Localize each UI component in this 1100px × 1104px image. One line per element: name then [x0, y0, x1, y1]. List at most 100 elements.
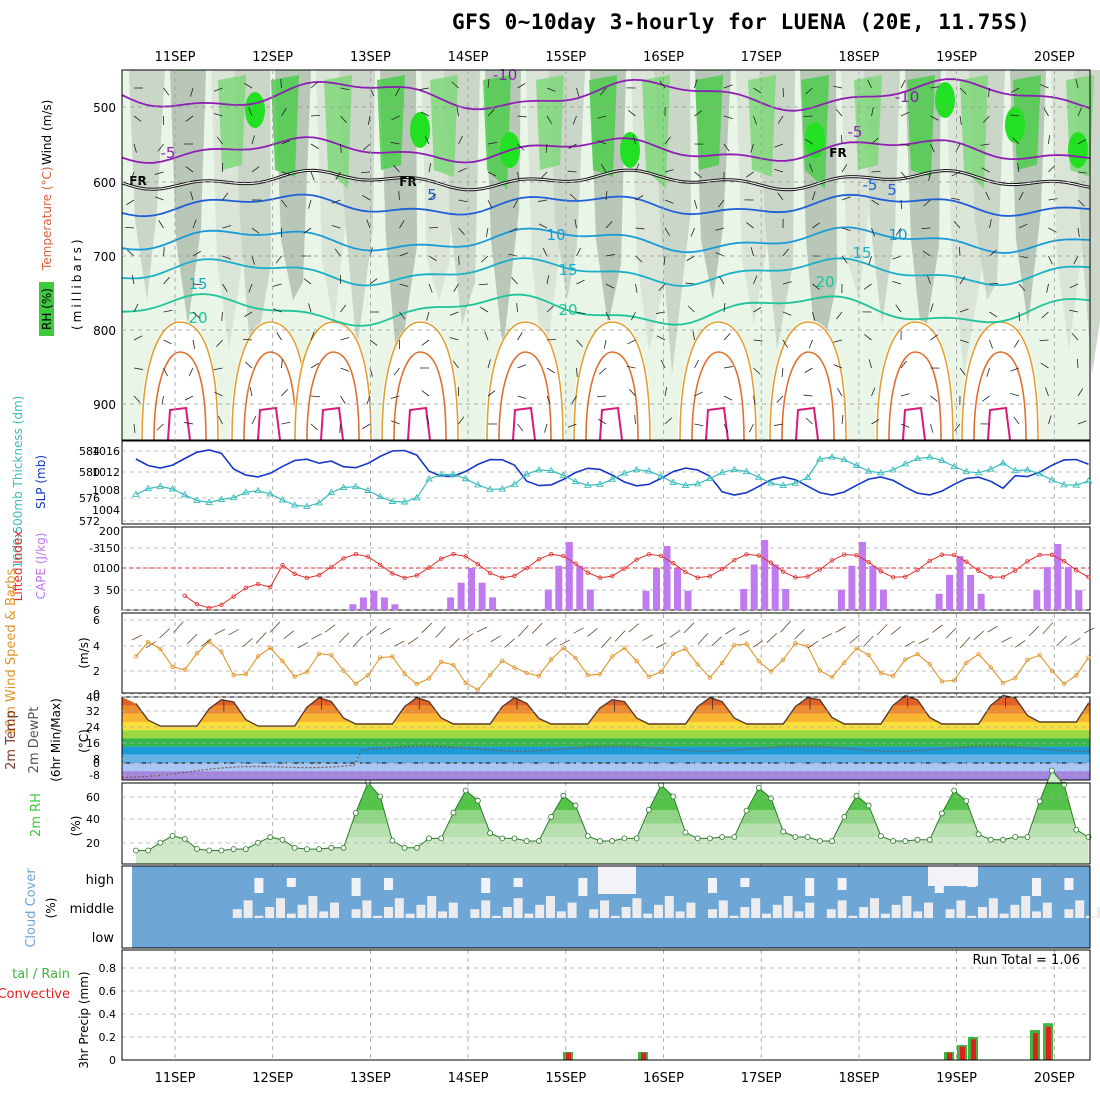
- wind10-barb: [270, 622, 280, 633]
- cape-bar: [555, 566, 562, 610]
- rh2m-point: [1013, 835, 1018, 840]
- cloud-middle-block: [632, 898, 641, 918]
- rh2m-point: [341, 845, 346, 850]
- cloud-middle-block: [244, 900, 253, 918]
- rh2m-point: [170, 833, 175, 838]
- thickness-point: [1085, 478, 1091, 483]
- wind10-barb: [394, 641, 404, 646]
- date-label-bottom: 20SEP: [1034, 1071, 1075, 1086]
- wind10-barb: [946, 628, 956, 638]
- cloud-level-label: low: [92, 931, 115, 946]
- slp-line: [136, 450, 1089, 495]
- date-label-top: 12SEP: [252, 50, 293, 65]
- wind10-barb: [574, 628, 584, 633]
- wind10-barb: [518, 625, 528, 636]
- rh2m-point: [182, 836, 187, 841]
- wind10-barb: [822, 633, 832, 638]
- wind10-barb: [546, 638, 556, 646]
- date-label-top: 15SEP: [545, 50, 586, 65]
- wind10-barb: [643, 635, 653, 641]
- rh2m-band: [122, 824, 1090, 838]
- cape-bar: [664, 546, 671, 610]
- cape-bar: [1044, 567, 1051, 610]
- cloud-middle-block: [535, 905, 544, 918]
- contour-label: 5: [427, 186, 437, 204]
- upper-ytick-label: 600: [93, 176, 116, 190]
- precip-convective-bar: [960, 1047, 965, 1060]
- cloud-middle-block: [611, 916, 620, 918]
- cloud-middle-block: [967, 916, 976, 918]
- cloud-middle-block: [1043, 903, 1052, 918]
- precip-ytick: 0.4: [99, 1008, 117, 1021]
- cloud-middle-block: [762, 914, 771, 918]
- cloud-middle-block: [470, 909, 479, 918]
- temp2m-ytick: -8: [89, 769, 100, 782]
- rh2m-point: [1049, 768, 1054, 773]
- contour-label: -5: [848, 123, 863, 141]
- temp-color-band: [122, 730, 1090, 738]
- rh2m-point: [732, 835, 737, 840]
- wind10-barb: [932, 625, 942, 633]
- cloud-middle-block: [708, 909, 717, 918]
- precip-label: 3hr Precip (mm): [77, 971, 91, 1068]
- wind10-barb: [781, 621, 791, 632]
- rh2m-point: [231, 847, 236, 852]
- run-total: Run Total = 1.06: [972, 953, 1080, 968]
- wind10-barb: [367, 626, 377, 635]
- wind10-barb: [877, 624, 887, 634]
- date-label-bottom: 15SEP: [545, 1071, 586, 1086]
- contour-label: 20: [188, 309, 207, 327]
- rh2m-point: [634, 836, 639, 841]
- cape-bar: [391, 604, 398, 610]
- cloud-high-block: [481, 878, 490, 893]
- cloud-middle-block: [1064, 909, 1073, 918]
- cloud-middle-block: [298, 905, 307, 918]
- cloud-middle-block: [265, 907, 274, 918]
- upper-label-temp: Temperature (°C): [40, 166, 54, 271]
- cloud-middle-block: [892, 905, 901, 918]
- cloud-middle-block: [395, 898, 404, 918]
- cloud-middle-block: [859, 907, 868, 918]
- cape-bar: [566, 542, 573, 610]
- wind10-ytick: 2: [93, 665, 100, 678]
- cape-bar: [545, 590, 552, 610]
- wind10-barb: [187, 634, 197, 644]
- wind10-barb: [477, 627, 487, 632]
- contour-label: 20: [558, 301, 577, 319]
- cloud-unit: (%): [44, 898, 58, 919]
- rh2m-point: [781, 829, 786, 834]
- contour-label: -10: [895, 88, 920, 106]
- rh2m-ytick: 20: [86, 837, 100, 850]
- cape-bar: [967, 575, 974, 610]
- cape-bar: [370, 591, 377, 610]
- cloud-middle-block: [568, 903, 577, 918]
- wind10-barb: [988, 626, 998, 632]
- rh2m-point: [317, 847, 322, 852]
- wind10-barb: [863, 636, 873, 647]
- cape-bar: [489, 597, 496, 610]
- li-point: [183, 594, 187, 598]
- cloud-middle-block: [254, 916, 263, 918]
- cloud-high-block: [352, 878, 361, 896]
- cloud-middle-block: [449, 903, 458, 918]
- rh2m-point: [720, 835, 725, 840]
- rh2m-point: [915, 837, 920, 842]
- cloud-middle-block: [902, 896, 911, 918]
- date-label-top: 19SEP: [936, 50, 977, 65]
- rh2m-point: [622, 836, 627, 841]
- precip-label-total: tal / Rain: [12, 967, 70, 982]
- cape-bar: [587, 590, 594, 610]
- rh2m-point: [194, 846, 199, 851]
- rh2m-point: [683, 830, 688, 835]
- cloud-middle-block: [600, 900, 609, 918]
- temp2m-ytick: 32: [86, 705, 100, 718]
- contour-label: FR: [399, 175, 416, 189]
- wind10-barb: [1029, 626, 1039, 636]
- precip-panel-frame: [122, 950, 1090, 1060]
- cape-label: CAPE (J/kg): [34, 533, 48, 600]
- wind10-barb: [629, 624, 639, 632]
- cloud-middle-block: [665, 896, 674, 918]
- cloud-high-block: [1064, 878, 1073, 890]
- contour-label: -5: [161, 144, 176, 162]
